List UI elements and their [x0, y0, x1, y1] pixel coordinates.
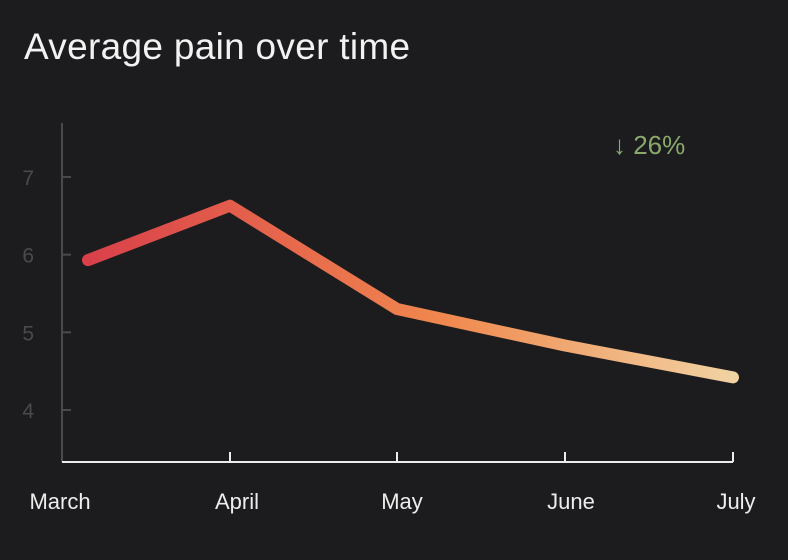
y-tick-label: 5 — [22, 322, 34, 345]
x-tick-label: June — [547, 489, 595, 514]
series-line — [82, 199, 739, 384]
x-tick-label: May — [381, 489, 423, 514]
series — [82, 199, 739, 384]
change-annotation: ↓ 26% — [613, 130, 685, 160]
y-tick-label: 7 — [22, 167, 34, 190]
y-tick-label: 6 — [22, 245, 34, 268]
x-tick-label: April — [215, 489, 259, 514]
x-tick-label: July — [716, 489, 755, 514]
y-axis: 4 5 6 7 — [22, 123, 71, 462]
x-axis: March April May June July — [29, 452, 756, 514]
y-tick-label: 4 — [22, 400, 34, 423]
chart-title: Average pain over time — [24, 26, 411, 67]
x-tick-label: March — [29, 489, 90, 514]
